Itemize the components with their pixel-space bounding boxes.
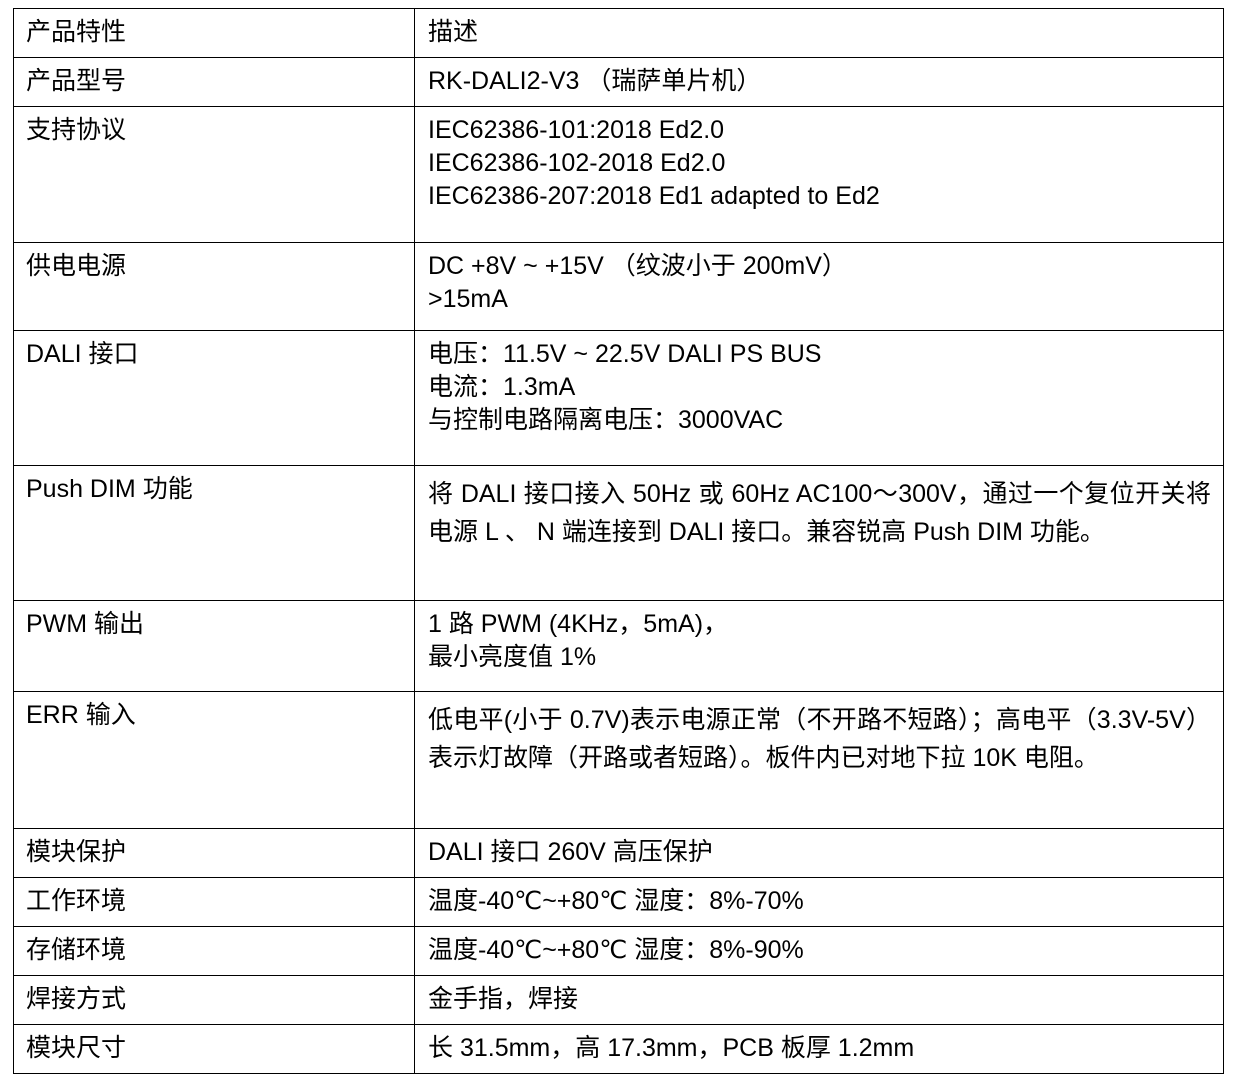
feature-label: PWM 输出 [26, 610, 145, 638]
feature-label: DALI 接口 [26, 340, 139, 368]
description-cell: 电压：11.5V ~ 22.5V DALI PS BUS 电流：1.3mA 与控… [414, 330, 1224, 466]
feature-label: 模块保护 [26, 838, 127, 866]
table-row: 供电电源 DC +8V ~ +15V （纹波小于 200mV） >15mA [13, 242, 1224, 331]
description-cell: RK-DALI2-V3 （瑞萨单片机） [414, 57, 1224, 107]
description-line: IEC62386-101:2018 Ed2.0 [428, 116, 725, 144]
feature-cell: 供电电源 [13, 242, 415, 331]
feature-cell: 产品型号 [13, 57, 415, 107]
table-header-row: 产品特性 描述 [13, 8, 1224, 58]
feature-label: 产品型号 [26, 67, 127, 95]
header-cell-feature: 产品特性 [13, 8, 415, 58]
feature-label: 存储环境 [26, 936, 127, 964]
table-row: 焊接方式 金手指，焊接 [13, 975, 1224, 1025]
feature-label: 焊接方式 [26, 985, 127, 1013]
feature-cell: ERR 输入 [13, 691, 415, 829]
description-paragraph: 将 DALI 接口接入 50Hz 或 60Hz AC100～300V，通过一个复… [428, 480, 1211, 546]
description-line: IEC62386-102-2018 Ed2.0 [428, 149, 726, 177]
description-line: 1 路 PWM (4KHz，5mA)， [428, 610, 729, 638]
description-cell: 低电平(小于 0.7V)表示电源正常（不开路不短路）；高电平（3.3V-5V）表… [414, 691, 1224, 829]
table-row: 存储环境 温度-40℃~+80℃ 湿度：8%-90% [13, 926, 1224, 976]
table-row: 模块保护 DALI 接口 260V 高压保护 [13, 828, 1224, 878]
feature-cell: 模块尺寸 [13, 1024, 415, 1074]
table-row: PWM 输出 1 路 PWM (4KHz，5mA)， 最小亮度值 1% [13, 600, 1224, 692]
description-line: IEC62386-207:2018 Ed1 adapted to Ed2 [428, 182, 880, 210]
description-line: DALI 接口 260V 高压保护 [428, 838, 713, 866]
description-line: 最小亮度值 1% [428, 643, 597, 671]
description-line: 温度-40℃~+80℃ 湿度：8%-90% [428, 936, 804, 964]
feature-label: 支持协议 [26, 116, 127, 144]
table-row: ERR 输入 低电平(小于 0.7V)表示电源正常（不开路不短路）；高电平（3.… [13, 691, 1224, 829]
feature-label: 工作环境 [26, 887, 127, 915]
table-row: 产品型号 RK-DALI2-V3 （瑞萨单片机） [13, 57, 1224, 107]
description-cell: 温度-40℃~+80℃ 湿度：8%-70% [414, 877, 1224, 927]
feature-cell: DALI 接口 [13, 330, 415, 466]
description-line: RK-DALI2-V3 （瑞萨单片机） [428, 67, 762, 95]
description-cell: 1 路 PWM (4KHz，5mA)， 最小亮度值 1% [414, 600, 1224, 692]
description-cell: 温度-40℃~+80℃ 湿度：8%-90% [414, 926, 1224, 976]
feature-label: 模块尺寸 [26, 1034, 127, 1062]
description-line: 长 31.5mm，高 17.3mm，PCB 板厚 1.2mm [428, 1034, 915, 1062]
header-cell-description: 描述 [414, 8, 1224, 58]
feature-label: 供电电源 [26, 252, 127, 280]
table-row: Push DIM 功能 将 DALI 接口接入 50Hz 或 60Hz AC10… [13, 465, 1224, 601]
feature-label: ERR 输入 [26, 701, 136, 729]
feature-label: Push DIM 功能 [26, 475, 193, 503]
description-line: DC +8V ~ +15V （纹波小于 200mV） [428, 252, 847, 280]
description-line: 温度-40℃~+80℃ 湿度：8%-70% [428, 887, 804, 915]
table-row: 工作环境 温度-40℃~+80℃ 湿度：8%-70% [13, 877, 1224, 927]
description-cell: DALI 接口 260V 高压保护 [414, 828, 1224, 878]
description-line: 与控制电路隔离电压：3000VAC [428, 406, 784, 434]
description-cell: 长 31.5mm，高 17.3mm，PCB 板厚 1.2mm [414, 1024, 1224, 1074]
feature-cell: 存储环境 [13, 926, 415, 976]
product-specification-table: 产品特性 描述 产品型号 RK-DALI2-V3 （瑞萨单片机） 支 [13, 8, 1224, 1074]
description-line: 电压：11.5V ~ 22.5V DALI PS BUS [428, 340, 822, 368]
description-cell: DC +8V ~ +15V （纹波小于 200mV） >15mA [414, 242, 1224, 331]
description-cell: IEC62386-101:2018 Ed2.0 IEC62386-102-201… [414, 106, 1224, 243]
table-row: DALI 接口 电压：11.5V ~ 22.5V DALI PS BUS 电流：… [13, 330, 1224, 466]
column-header-feature: 产品特性 [26, 18, 127, 46]
description-line: 电流：1.3mA [428, 373, 576, 401]
feature-cell: 工作环境 [13, 877, 415, 927]
description-line: 金手指，焊接 [428, 985, 579, 1013]
table-row: 模块尺寸 长 31.5mm，高 17.3mm，PCB 板厚 1.2mm [13, 1024, 1224, 1074]
column-header-description: 描述 [428, 18, 479, 46]
description-cell: 将 DALI 接口接入 50Hz 或 60Hz AC100～300V，通过一个复… [414, 465, 1224, 601]
feature-cell: PWM 输出 [13, 600, 415, 692]
table-row: 支持协议 IEC62386-101:2018 Ed2.0 IEC62386-10… [13, 106, 1224, 243]
feature-cell: Push DIM 功能 [13, 465, 415, 601]
description-line: >15mA [428, 285, 508, 313]
feature-cell: 支持协议 [13, 106, 415, 243]
feature-cell: 模块保护 [13, 828, 415, 878]
description-paragraph: 低电平(小于 0.7V)表示电源正常（不开路不短路）；高电平（3.3V-5V）表… [428, 706, 1211, 772]
feature-cell: 焊接方式 [13, 975, 415, 1025]
description-cell: 金手指，焊接 [414, 975, 1224, 1025]
